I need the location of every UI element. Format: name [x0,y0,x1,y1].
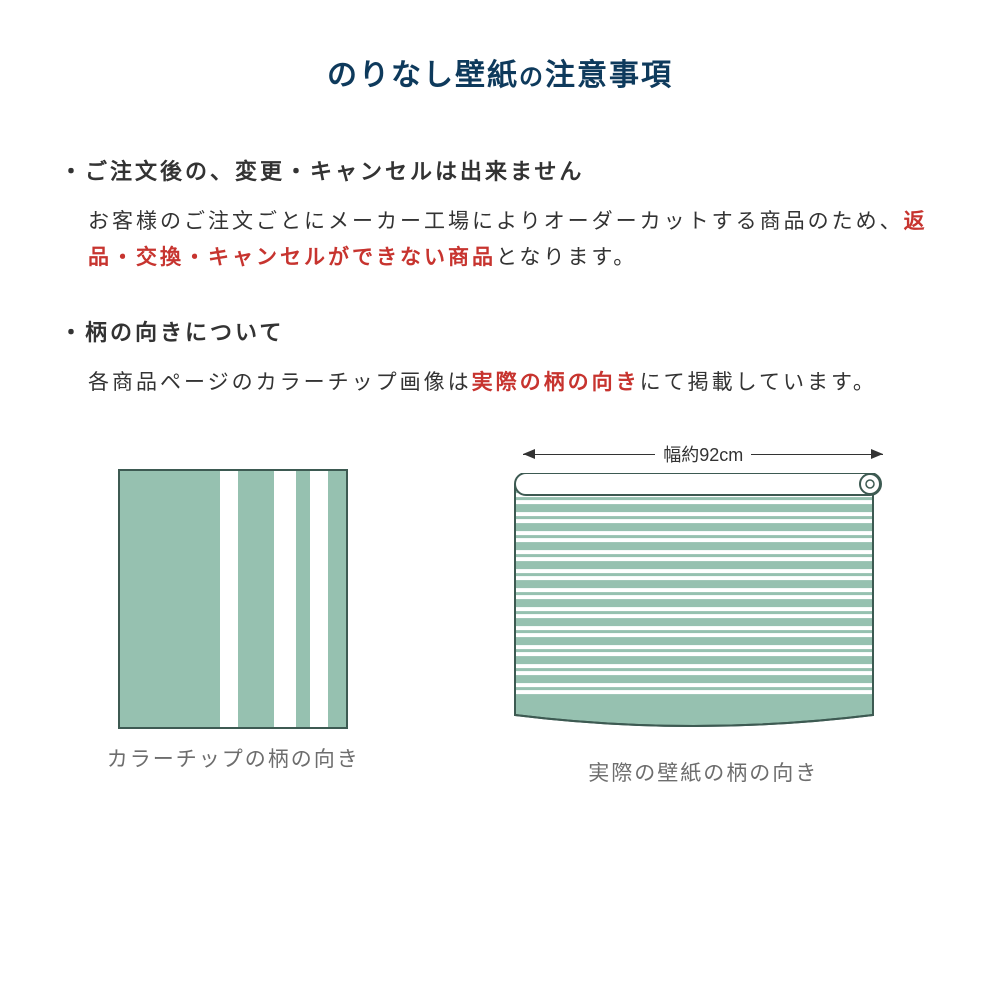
body-cancel: お客様のご注文ごとにメーカー工場によりオーダーカットする商品のため、返品・交換・… [60,204,940,275]
body-before-2: 各商品ページのカラーチップ画像は [88,371,472,394]
title-part2: の [519,64,545,91]
section-pattern: ・柄の向きについて 各商品ページのカラーチップ画像は実際の柄の向きにて掲載してい… [60,315,940,401]
caption-color-chip: カラーチップの柄の向き [107,743,360,773]
width-label: 幅約92cm [655,441,751,467]
title-part1: のりなし壁紙 [327,59,519,92]
section-cancel: ・ご注文後の、変更・キャンセルは出来ません お客様のご注文ごとにメーカー工場によ… [60,154,940,275]
diagram-row: カラーチップの柄の向き 幅約92cm 実際の壁紙の柄の向き [60,441,940,787]
body-before-1: お客様のご注文ごとにメーカー工場によりオーダーカットする商品のため、 [88,210,904,233]
color-chip-illustration [118,469,348,729]
body-after-2: にて掲載しています。 [640,371,877,394]
body-highlight-2: 実際の柄の向き [472,371,640,394]
caption-roll: 実際の壁紙の柄の向き [588,757,818,787]
diagram-roll: 幅約92cm 実際の壁紙の柄の向き [513,441,893,787]
width-indicator: 幅約92cm [523,441,883,467]
title-part3: 注意事項 [545,59,673,92]
body-after-1: となります。 [496,246,637,269]
body-pattern: 各商品ページのカラーチップ画像は実際の柄の向きにて掲載しています。 [60,365,940,401]
roll-illustration [513,473,893,743]
page-title: のりなし壁紙の注意事項 [60,50,940,94]
heading-cancel: ・ご注文後の、変更・キャンセルは出来ません [60,154,940,186]
diagram-color-chip: カラーチップの柄の向き [107,441,360,787]
arrow-right-icon [751,454,883,455]
heading-pattern: ・柄の向きについて [60,315,940,347]
arrow-left-icon [523,454,655,455]
